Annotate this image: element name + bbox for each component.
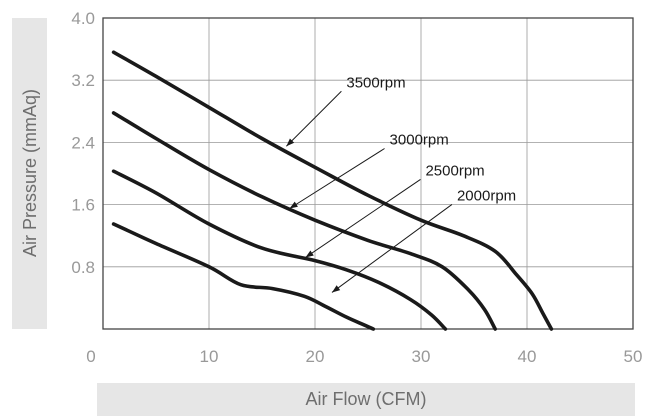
annotation-arrowhead-0	[286, 138, 295, 147]
annotation-label-3: 2000rpm	[457, 187, 516, 204]
annotation-arrowhead-3	[331, 285, 341, 293]
annotations: 3500rpm 3000rpm 2500rpm 2000rpm	[286, 74, 516, 293]
y-tick-label-1: 1.6	[71, 196, 95, 215]
annotation-arrowhead-1	[289, 201, 298, 209]
y-tick-label-2: 2.4	[71, 133, 95, 152]
y-tick-label-4: 4.0	[71, 9, 95, 28]
y-axis-title: Air Pressure (mmAq)	[20, 89, 40, 257]
curve-2000rpm	[111, 222, 376, 331]
curve-2500rpm	[111, 169, 448, 331]
x-tick-label-3: 30	[412, 347, 431, 366]
x-axis-title: Air Flow (CFM)	[306, 389, 427, 409]
x-tick-label-5: 50	[624, 347, 643, 366]
tick-labels: 0 10 20 30 40 50 0.8 1.6 2.4 3.2 4.0	[71, 9, 642, 366]
y-tick-label-3: 3.2	[71, 71, 95, 90]
annotation-leader-1	[289, 148, 385, 209]
annotation-leader-3	[331, 204, 453, 293]
annotation-label-2: 2500rpm	[425, 162, 484, 179]
x-tick-label-4: 40	[518, 347, 537, 366]
plot-frame	[102, 17, 634, 330]
curve-3000rpm	[111, 111, 497, 331]
x-tick-label-1: 10	[200, 347, 219, 366]
annotation-leader-0	[286, 90, 342, 147]
curve-3500rpm	[111, 50, 554, 331]
annotation-leader-2	[305, 179, 421, 258]
annotation-label-0: 3500rpm	[346, 74, 405, 91]
x-tick-label-2: 20	[306, 347, 325, 366]
y-tick-label-0: 0.8	[71, 258, 95, 277]
y-axis-title-band	[12, 18, 47, 329]
annotation-label-1: 3000rpm	[390, 131, 449, 148]
annotation-arrowhead-2	[305, 250, 314, 258]
x-tick-label-0: 0	[86, 347, 95, 366]
curves	[111, 50, 554, 331]
x-axis-title-band	[97, 383, 635, 416]
grid	[103, 18, 633, 329]
